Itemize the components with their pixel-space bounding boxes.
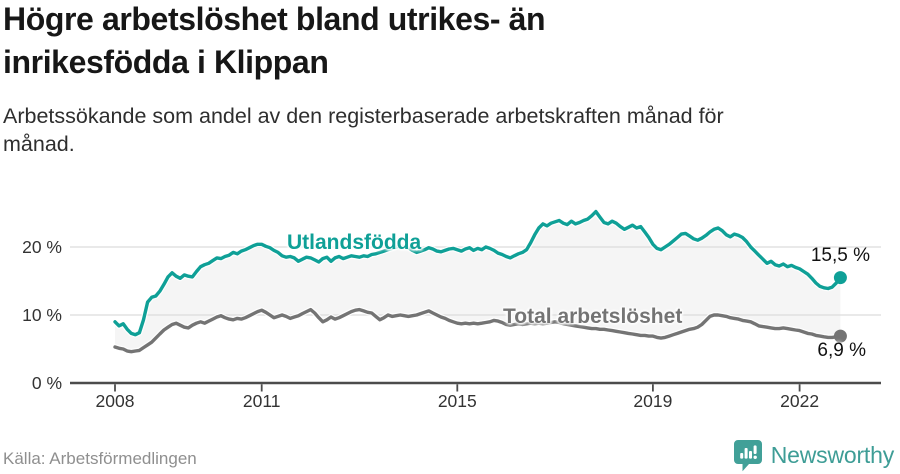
- x-axis-tick-label: 2011: [242, 391, 281, 411]
- chart-title: Högre arbetslöshet bland utrikes- än inr…: [3, 1, 546, 80]
- value-label-utlandsfodda: 15,5 %: [810, 245, 870, 266]
- x-axis-tick-label: 2019: [633, 391, 673, 411]
- newsworthy-wordmark: Newsworthy: [770, 442, 894, 468]
- y-axis-tick-label: 10 %: [22, 305, 62, 325]
- y-axis-tick-label: 0 %: [31, 373, 62, 393]
- value-label-total-arbetsloshet: 6,9 %: [817, 340, 866, 361]
- chart-subtitle: Arbetssökande som andel av den registerb…: [3, 104, 724, 156]
- source-note: Källa: Arbetsförmedlingen: [3, 449, 197, 468]
- newsworthy-icon: [733, 440, 762, 472]
- series-label-utlandsfodda: Utlandsfödda: [287, 231, 422, 254]
- x-axis-tick-label: 2015: [437, 391, 477, 411]
- newsworthy-logo: Newsworthy: [733, 439, 894, 472]
- series-label-total-arbetsloshet: Total arbetslöshet: [503, 305, 683, 328]
- x-axis-tick-label: 2022: [780, 391, 820, 411]
- y-axis-tick-label: 20 %: [22, 237, 62, 257]
- x-axis-tick-label: 2008: [95, 391, 135, 411]
